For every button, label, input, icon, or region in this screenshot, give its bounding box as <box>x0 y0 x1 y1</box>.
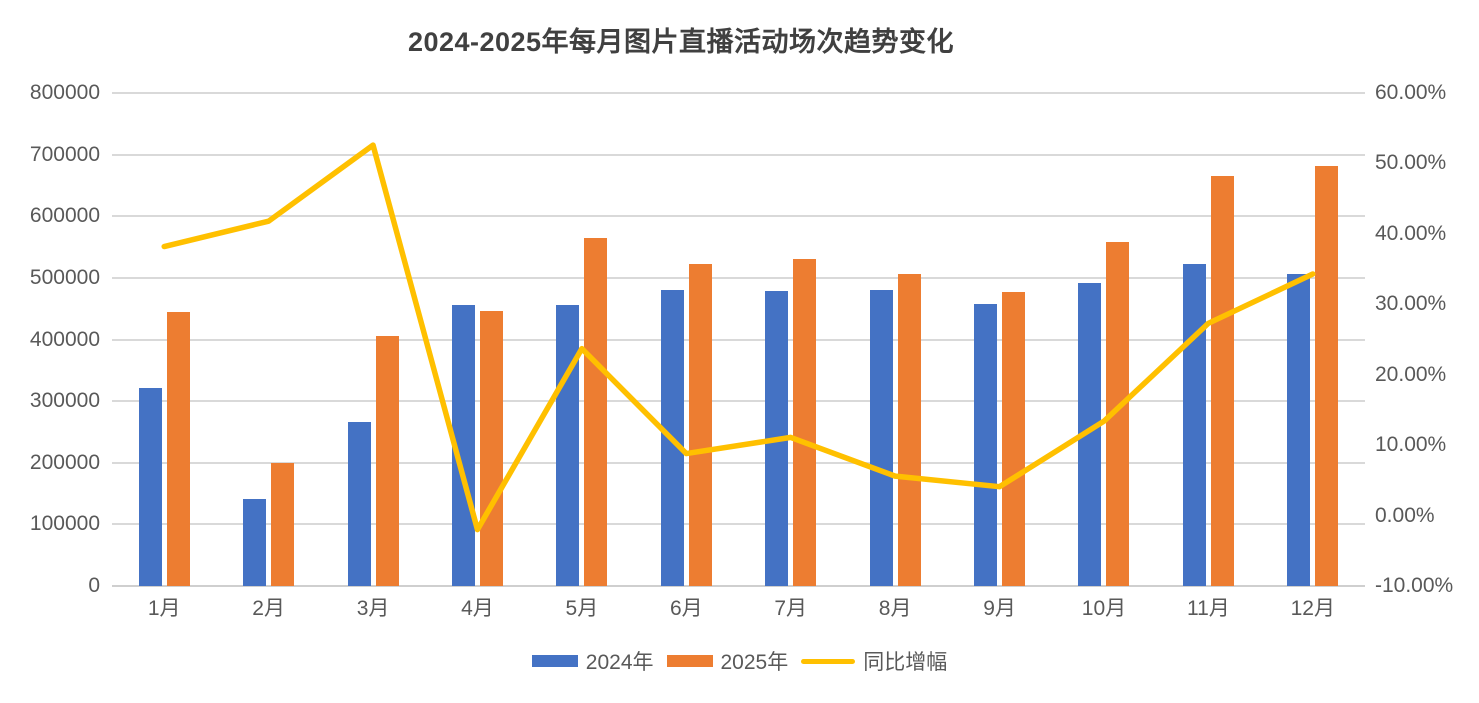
legend-item-growth: 同比增幅 <box>801 646 947 676</box>
bar-2025年-9月 <box>1002 292 1026 586</box>
bar-2025年-1月 <box>166 311 190 586</box>
chart-title: 2024-2025年每月图片直播活动场次趋势变化 <box>407 27 955 57</box>
bar-2025年-12月 <box>1315 166 1339 586</box>
left-tick-600000: 600000 <box>29 204 100 228</box>
x-label-4月: 4月 <box>461 597 494 620</box>
bar-2024年-1月 <box>138 387 162 586</box>
gridline-400000 <box>112 338 1365 341</box>
left-tick-200000: 200000 <box>29 450 100 474</box>
gridline-700000 <box>112 153 1365 156</box>
legend-swatch-2024 <box>531 655 578 667</box>
left-tick-700000: 700000 <box>29 142 100 166</box>
right-tick--10.00%: -10.00% <box>1375 574 1454 597</box>
bar-2025年-3月 <box>375 335 399 586</box>
bar-2024年-4月 <box>451 304 475 586</box>
left-tick-300000: 300000 <box>29 389 100 413</box>
bar-2025年-7月 <box>793 258 817 586</box>
x-label-10月: 10月 <box>1081 597 1127 620</box>
bar-2024年-2月 <box>243 499 267 586</box>
gridline-300000 <box>112 400 1365 403</box>
right-tick-0.00%: 0.00% <box>1375 503 1435 527</box>
x-label-5月: 5月 <box>565 597 599 620</box>
legend-label-2025: 2025年 <box>720 651 789 674</box>
legend: 2024年 2025年 同比增幅 <box>0 646 1479 676</box>
bar-2025年-2月 <box>271 462 295 586</box>
right-tick-20.00%: 20.00% <box>1375 362 1447 386</box>
x-label-8月: 8月 <box>878 597 912 620</box>
legend-label-2024: 2024年 <box>585 651 654 674</box>
bar-2025年-5月 <box>584 238 608 586</box>
bar-2024年-8月 <box>869 290 893 586</box>
left-tick-500000: 500000 <box>29 265 100 289</box>
legend-swatch-2025 <box>666 655 713 667</box>
x-label-3月: 3月 <box>356 597 390 620</box>
growth-line <box>161 142 1316 533</box>
x-label-1月: 1月 <box>147 597 181 620</box>
gridline-100000 <box>112 523 1365 526</box>
x-label-12月: 12月 <box>1290 597 1335 620</box>
x-label-2月: 2月 <box>252 597 285 620</box>
bar-2024年-5月 <box>556 304 580 586</box>
x-label-9月: 9月 <box>983 597 1016 620</box>
legend-label-growth: 同比增幅 <box>863 651 948 674</box>
bar-2024年-9月 <box>974 303 998 586</box>
right-tick-60.00%: 60.00% <box>1375 81 1447 104</box>
left-tick-800000: 800000 <box>29 81 100 104</box>
bar-2025年-6月 <box>688 264 712 586</box>
left-tick-0: 0 <box>88 574 100 597</box>
bar-2025年-8月 <box>897 273 921 586</box>
right-tick-10.00%: 10.00% <box>1375 433 1447 457</box>
legend-line-swatch-growth <box>801 658 856 664</box>
x-label-7月: 7月 <box>774 597 808 620</box>
left-tick-400000: 400000 <box>29 327 100 351</box>
right-tick-50.00%: 50.00% <box>1375 151 1447 175</box>
x-label-6月: 6月 <box>669 597 703 620</box>
gridline-800000 <box>112 92 1365 94</box>
bar-2024年-3月 <box>347 422 371 586</box>
bar-2024年-10月 <box>1078 282 1102 586</box>
legend-item-2025: 2025年 <box>666 646 789 676</box>
gridline-500000 <box>112 276 1365 279</box>
right-tick-40.00%: 40.00% <box>1375 221 1447 245</box>
bar-2024年-12月 <box>1287 273 1311 586</box>
gridline-200000 <box>112 461 1365 464</box>
gridline-600000 <box>112 215 1365 218</box>
gridline-0 <box>112 585 1365 587</box>
right-tick-30.00%: 30.00% <box>1375 292 1447 316</box>
bar-2025年-11月 <box>1210 175 1234 586</box>
legend-item-2024: 2024年 <box>531 646 654 676</box>
bar-2025年-10月 <box>1106 242 1130 586</box>
x-label-11月: 11月 <box>1186 597 1230 620</box>
left-tick-100000: 100000 <box>29 512 100 536</box>
